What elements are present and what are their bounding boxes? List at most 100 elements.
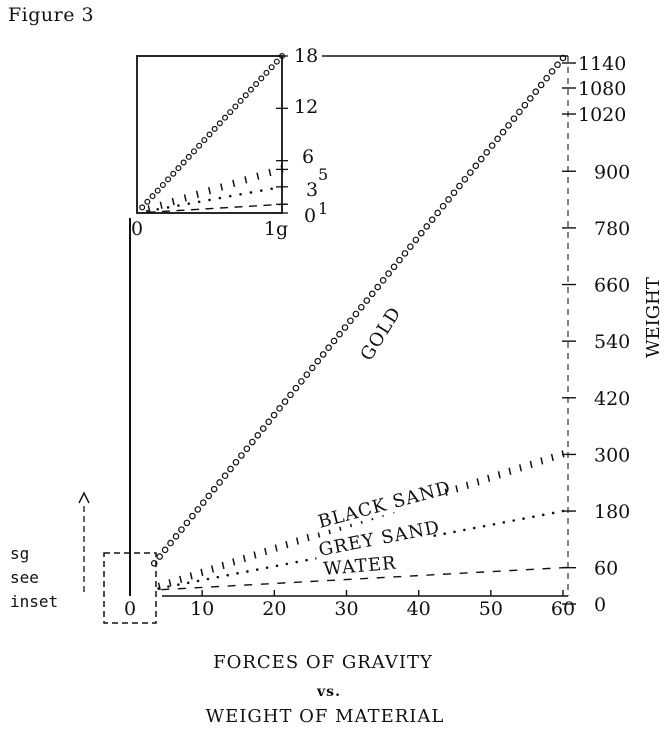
- y-tick-label: 60: [594, 558, 618, 580]
- inset-callout-box: [103, 552, 157, 624]
- data-point: [196, 142, 203, 149]
- data-point: [259, 425, 267, 432]
- data-point: [165, 176, 172, 183]
- data-point: [159, 201, 163, 209]
- series-gold: [150, 54, 567, 567]
- data-point: [550, 453, 554, 462]
- data-point: [227, 109, 234, 116]
- sg-note-line: inset: [10, 592, 59, 611]
- data-point: [443, 532, 446, 536]
- data-point: [472, 526, 476, 530]
- data-point: [417, 229, 425, 237]
- data-point: [450, 189, 458, 197]
- data-point: [476, 478, 480, 486]
- data-point: [189, 512, 196, 520]
- data-point: [249, 438, 256, 446]
- data-point: [554, 61, 561, 69]
- data-point: [246, 570, 249, 573]
- data-point: [268, 168, 272, 177]
- data-point: [497, 471, 501, 479]
- data-point: [227, 465, 234, 473]
- data-point: [292, 384, 300, 392]
- inset-y-tick-label: 1: [318, 199, 328, 218]
- caption-line-2: vs.: [317, 684, 341, 700]
- data-point: [374, 283, 381, 291]
- data-point: [477, 155, 485, 163]
- data-point: [210, 565, 215, 573]
- data-point: [238, 452, 245, 459]
- data-point: [537, 81, 545, 89]
- data-point: [445, 196, 452, 203]
- data-point: [253, 81, 260, 88]
- x-tick-label: 40: [407, 598, 431, 620]
- data-point: [522, 517, 525, 520]
- data-point: [201, 137, 208, 144]
- y-tick-label: 1020: [578, 104, 626, 126]
- data-point: [502, 521, 506, 524]
- inset-callout: [78, 491, 157, 624]
- data-point: [390, 263, 398, 271]
- data-point: [236, 572, 239, 575]
- data-point: [243, 445, 251, 453]
- data-point: [463, 528, 466, 532]
- data-point: [455, 485, 459, 493]
- data-point: [482, 524, 486, 528]
- y-tick-label: 420: [594, 388, 630, 410]
- data-point: [532, 88, 540, 95]
- y-tick-label: 1080: [578, 78, 626, 100]
- series-label-bg: [318, 551, 389, 580]
- data-point: [170, 170, 177, 177]
- data-point: [216, 479, 223, 486]
- data-point: [207, 187, 212, 195]
- data-point: [444, 488, 448, 496]
- data-point: [156, 553, 163, 560]
- data-point: [521, 101, 529, 109]
- data-point: [487, 474, 491, 482]
- caption-line-3: WEIGHT OF MATERIAL: [205, 706, 445, 727]
- main-y-ticks: 0 60 180 300 420 540 660 780 900 1020 1080 1140 WEIG…: [562, 53, 664, 616]
- data-point: [265, 418, 272, 426]
- data-point: [249, 191, 253, 194]
- data-point: [265, 566, 269, 569]
- data-point: [396, 256, 403, 264]
- data-point: [242, 554, 246, 563]
- y-tick-label: 900: [594, 161, 630, 183]
- data-point: [434, 209, 441, 217]
- data-point: [428, 216, 436, 223]
- data-point: [172, 533, 180, 540]
- data-point: [461, 175, 469, 183]
- data-point: [226, 573, 229, 577]
- data-point: [264, 547, 268, 556]
- data-point: [171, 197, 175, 206]
- data-point: [159, 181, 166, 188]
- data-point: [247, 86, 254, 93]
- inset-y-tick-label: 18: [294, 45, 318, 67]
- data-point: [505, 122, 512, 129]
- data-point: [255, 568, 259, 571]
- data-point: [232, 179, 236, 188]
- inset-x-tick-label: 0: [131, 218, 143, 240]
- data-point: [254, 431, 262, 439]
- data-point: [273, 58, 280, 65]
- inset-y-tick-label: 6: [302, 146, 314, 168]
- data-point: [221, 561, 225, 570]
- data-point: [206, 577, 210, 581]
- data-point: [194, 506, 202, 513]
- data-point: [281, 398, 289, 405]
- data-point: [242, 92, 249, 99]
- data-point: [270, 187, 273, 191]
- data-point: [529, 460, 533, 469]
- x-tick-label: 50: [479, 598, 503, 620]
- data-point: [179, 575, 183, 584]
- data-point: [237, 97, 244, 104]
- data-point: [285, 562, 289, 566]
- data-point: [358, 303, 365, 311]
- data-point: [379, 277, 387, 284]
- data-point: [216, 120, 223, 127]
- data-point: [183, 194, 187, 202]
- series-label: GOLD: [356, 303, 405, 365]
- data-point: [308, 364, 316, 372]
- data-point: [295, 537, 299, 545]
- y-tick-label: 300: [594, 444, 630, 466]
